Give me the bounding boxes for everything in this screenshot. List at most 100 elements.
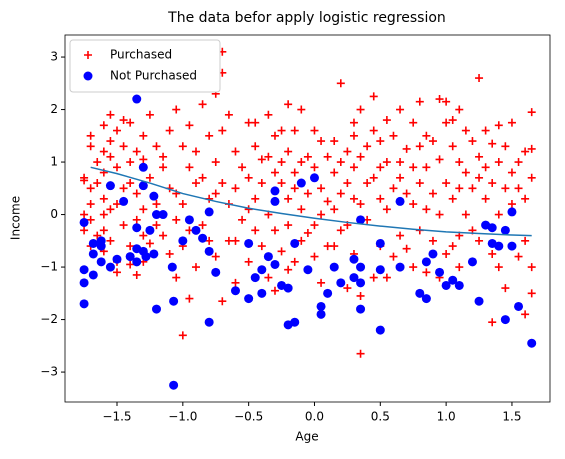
point xyxy=(396,158,405,167)
point xyxy=(80,176,89,185)
y-tick-label: −2 xyxy=(40,312,58,326)
x-tick-label: 1.5 xyxy=(502,410,521,424)
point xyxy=(290,257,299,266)
point xyxy=(105,181,115,191)
point xyxy=(218,179,227,188)
fit-line xyxy=(90,166,532,237)
point xyxy=(356,105,365,114)
point xyxy=(145,225,155,235)
point xyxy=(369,92,378,101)
x-tick-label: 1.0 xyxy=(437,410,456,424)
point xyxy=(263,252,273,262)
point xyxy=(442,179,451,188)
point xyxy=(297,236,306,245)
point xyxy=(461,168,470,177)
point xyxy=(106,152,115,161)
point xyxy=(448,194,457,203)
point xyxy=(211,158,220,167)
point xyxy=(349,273,359,283)
point xyxy=(527,108,536,117)
point xyxy=(475,152,484,161)
point xyxy=(86,200,95,209)
y-tick-label: 3 xyxy=(50,50,58,64)
point xyxy=(149,191,159,201)
point xyxy=(93,179,102,188)
point xyxy=(257,155,266,164)
point xyxy=(88,270,98,280)
point xyxy=(356,200,365,209)
point xyxy=(198,233,208,243)
point xyxy=(303,265,313,275)
point xyxy=(382,273,391,282)
point xyxy=(514,158,523,167)
point xyxy=(191,263,200,272)
point xyxy=(251,142,260,151)
point xyxy=(309,173,319,183)
point xyxy=(178,142,187,151)
point xyxy=(422,163,431,172)
point xyxy=(132,189,141,198)
point xyxy=(152,221,161,230)
point xyxy=(448,242,457,251)
point xyxy=(488,139,497,148)
point xyxy=(139,231,148,240)
point xyxy=(521,194,530,203)
point xyxy=(375,238,385,248)
point xyxy=(330,242,339,251)
point xyxy=(297,158,306,167)
point xyxy=(126,158,135,167)
point xyxy=(421,257,431,267)
point xyxy=(88,249,98,259)
point xyxy=(343,284,352,293)
point xyxy=(284,147,293,156)
point xyxy=(356,262,366,272)
point xyxy=(270,168,279,177)
point xyxy=(264,152,273,161)
point xyxy=(336,79,345,88)
point xyxy=(297,205,306,214)
point xyxy=(310,163,319,172)
point xyxy=(435,210,444,219)
y-axis-label: Income xyxy=(9,196,23,240)
point xyxy=(356,278,366,288)
point xyxy=(106,205,115,214)
point xyxy=(126,242,135,251)
point xyxy=(468,184,477,193)
point xyxy=(488,318,497,327)
point xyxy=(396,105,405,114)
point xyxy=(402,189,411,198)
point xyxy=(257,242,266,251)
point xyxy=(468,137,477,146)
point xyxy=(159,152,168,161)
point xyxy=(442,97,451,106)
point xyxy=(336,158,345,167)
point xyxy=(441,280,451,290)
point xyxy=(290,168,299,177)
point xyxy=(145,173,154,182)
point xyxy=(119,142,128,151)
point xyxy=(244,238,254,248)
point xyxy=(126,260,135,269)
point xyxy=(461,210,470,219)
point xyxy=(185,294,194,303)
point xyxy=(475,74,484,83)
point xyxy=(99,226,108,235)
point xyxy=(204,317,214,327)
point xyxy=(204,207,214,217)
point xyxy=(159,163,168,172)
x-tick-label: −1.0 xyxy=(168,410,197,424)
point xyxy=(428,249,438,259)
point xyxy=(106,110,115,119)
point xyxy=(409,118,418,127)
point xyxy=(343,147,352,156)
point xyxy=(409,200,418,209)
point xyxy=(369,173,378,182)
point xyxy=(80,226,89,235)
point xyxy=(224,110,233,119)
point xyxy=(336,189,345,198)
point xyxy=(343,179,352,188)
legend-label: Not Purchased xyxy=(110,69,197,83)
point xyxy=(349,194,358,203)
legend-marker xyxy=(84,51,92,59)
